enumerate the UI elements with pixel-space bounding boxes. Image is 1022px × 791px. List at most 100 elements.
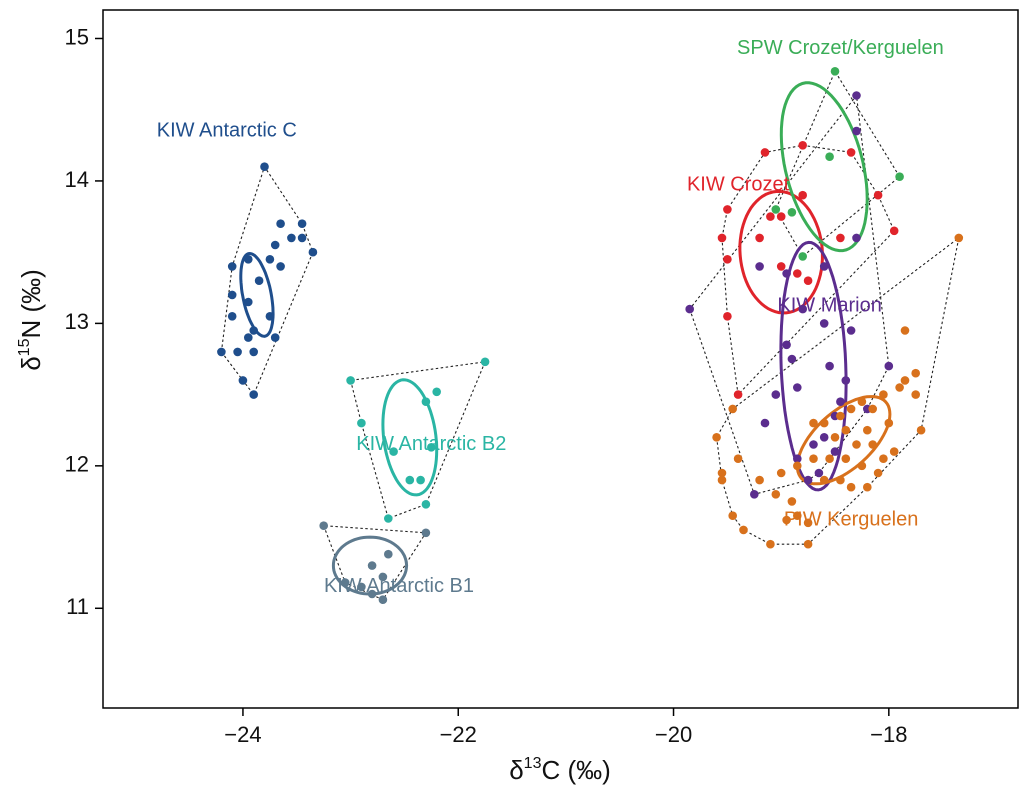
point-kiw-antarctic-b1 xyxy=(421,528,431,538)
point-kiw-antarctic-c xyxy=(270,240,280,250)
point-kiw-marion xyxy=(782,269,791,278)
point-piw-kerguelen xyxy=(846,404,856,414)
x-tick-label: −22 xyxy=(440,722,477,747)
point-piw-kerguelen xyxy=(717,475,727,485)
point-kiw-antarctic-c xyxy=(308,247,318,257)
point-kiw-crozet xyxy=(755,233,764,243)
point-piw-kerguelen xyxy=(911,368,920,378)
series-label-kiw-marion: KIW Marion xyxy=(777,295,881,317)
ellipse-kiw-marion xyxy=(779,240,848,492)
point-kiw-crozet xyxy=(723,312,732,321)
x-tick-label: −24 xyxy=(224,722,261,747)
point-kiw-marion xyxy=(825,361,834,371)
point-piw-kerguelen xyxy=(911,390,920,399)
point-spw-crozet-kerguelen xyxy=(771,205,781,214)
axes-layer: −24 −22 −20 −18 11 12 13 14 15 xyxy=(65,24,908,747)
ellipse-kiw-antarctic-b2 xyxy=(381,378,439,497)
point-kiw-crozet xyxy=(776,262,786,271)
point-kiw-crozet xyxy=(723,254,732,264)
point-spw-crozet-kerguelen xyxy=(895,172,904,181)
point-piw-kerguelen xyxy=(830,433,840,442)
point-piw-kerguelen xyxy=(884,418,894,428)
point-kiw-antarctic-c xyxy=(265,254,275,264)
point-kiw-antarctic-b2 xyxy=(416,475,425,485)
point-piw-kerguelen xyxy=(787,497,797,506)
point-kiw-antarctic-c xyxy=(238,376,248,385)
point-kiw-antarctic-c xyxy=(249,347,258,357)
point-piw-kerguelen xyxy=(712,433,721,442)
point-kiw-marion xyxy=(782,340,791,350)
point-kiw-marion xyxy=(852,91,861,100)
point-kiw-antarctic-c xyxy=(244,333,253,342)
hull-spw-crozet-kerguelen xyxy=(775,70,901,258)
point-kiw-marion xyxy=(819,319,829,328)
point-kiw-antarctic-c xyxy=(265,312,275,321)
y-tick-label: 14 xyxy=(65,167,89,192)
point-kiw-marion xyxy=(787,354,797,364)
point-piw-kerguelen xyxy=(846,482,856,492)
point-kiw-antarctic-c xyxy=(249,390,258,399)
points-layer xyxy=(217,67,964,604)
point-kiw-marion xyxy=(793,454,802,464)
point-kiw-crozet xyxy=(798,190,807,200)
point-piw-kerguelen xyxy=(825,454,834,464)
point-kiw-antarctic-b1 xyxy=(340,578,350,587)
y-tick-label: 15 xyxy=(65,24,89,49)
point-piw-kerguelen xyxy=(819,418,829,428)
point-kiw-antarctic-b1 xyxy=(357,582,366,592)
ellipse-kiw-antarctic-c xyxy=(239,251,275,338)
point-kiw-marion xyxy=(852,126,861,136)
point-piw-kerguelen xyxy=(852,440,861,449)
point-kiw-crozet xyxy=(846,148,856,157)
point-piw-kerguelen xyxy=(776,468,786,478)
point-kiw-antarctic-b2 xyxy=(405,475,415,485)
point-piw-kerguelen xyxy=(841,425,851,435)
point-kiw-marion xyxy=(819,433,829,442)
point-piw-kerguelen xyxy=(728,404,737,414)
point-kiw-crozet xyxy=(760,148,770,157)
point-kiw-antarctic-c xyxy=(227,262,237,271)
point-piw-kerguelen xyxy=(900,376,910,385)
y-tick-label: 13 xyxy=(65,309,89,334)
point-kiw-crozet xyxy=(723,205,732,214)
point-kiw-antarctic-b1 xyxy=(319,521,329,530)
y-axis-title: δ15N (‰) xyxy=(16,269,46,371)
point-kiw-antarctic-c xyxy=(249,326,258,335)
point-kiw-marion xyxy=(884,361,894,371)
point-piw-kerguelen xyxy=(809,418,818,428)
point-kiw-antarctic-c xyxy=(227,312,237,321)
point-kiw-antarctic-c xyxy=(244,297,253,307)
series-label-kiw-antarctic-b2: KIW Antarctic B2 xyxy=(356,433,506,455)
point-kiw-antarctic-b2 xyxy=(389,447,398,456)
point-kiw-antarctic-b1 xyxy=(367,589,377,599)
point-piw-kerguelen xyxy=(809,454,818,464)
point-piw-kerguelen xyxy=(782,515,791,525)
point-kiw-antarctic-b2 xyxy=(427,443,436,452)
point-spw-crozet-kerguelen xyxy=(798,252,807,261)
point-piw-kerguelen xyxy=(793,461,802,471)
point-kiw-antarctic-b2 xyxy=(346,376,355,385)
point-kiw-marion xyxy=(836,397,845,407)
series-label-kiw-antarctic-c: KIW Antarctic C xyxy=(157,119,297,141)
point-piw-kerguelen xyxy=(863,425,872,435)
point-kiw-antarctic-b1 xyxy=(378,595,388,604)
point-kiw-marion xyxy=(809,440,818,449)
point-kiw-marion xyxy=(846,326,856,335)
point-piw-kerguelen xyxy=(895,383,904,392)
point-piw-kerguelen xyxy=(717,468,727,478)
point-kiw-antarctic-c xyxy=(217,347,226,357)
point-kiw-antarctic-c xyxy=(227,290,237,300)
point-kiw-marion xyxy=(771,390,781,399)
point-kiw-antarctic-c xyxy=(244,254,253,264)
point-piw-kerguelen xyxy=(879,454,888,464)
point-kiw-antarctic-b2 xyxy=(432,387,442,397)
point-piw-kerguelen xyxy=(868,404,877,414)
x-tick-label: −20 xyxy=(655,722,692,747)
point-kiw-antarctic-b2 xyxy=(357,418,366,428)
point-kiw-antarctic-c xyxy=(276,262,285,271)
point-piw-kerguelen xyxy=(836,475,845,485)
point-kiw-antarctic-b1 xyxy=(367,561,377,570)
group-labels-layer: KIW Antarctic C KIW Antarctic B2 KIW Antar… xyxy=(157,37,944,597)
point-kiw-marion xyxy=(814,468,824,478)
